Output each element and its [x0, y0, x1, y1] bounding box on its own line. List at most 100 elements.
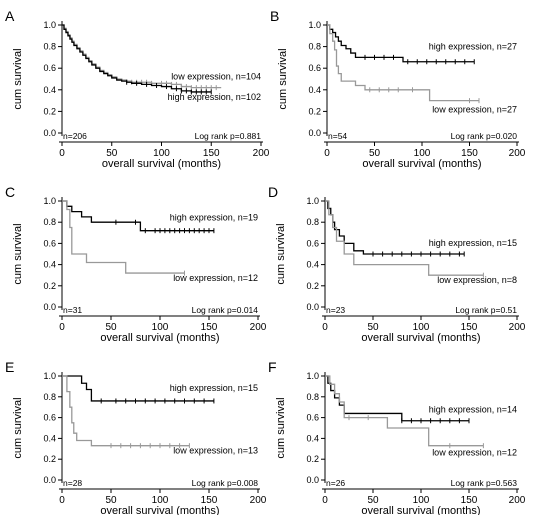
x-tick-label: 50	[106, 148, 118, 159]
survival-curve	[325, 200, 484, 276]
x-axis-title: overall survival (months)	[100, 505, 219, 515]
survival-curve	[325, 200, 465, 255]
series-label: high expression, n=15	[170, 383, 258, 393]
panel-label: B	[270, 8, 279, 24]
y-tick-label: 1.0	[43, 20, 56, 30]
panel-d: D 0.0 0.2 0.4 0.6 0.8 1.0 0 50 100 150 200 overall s…	[268, 184, 526, 344]
y-tick-label: 0.0	[43, 128, 56, 138]
y-tick-label: 0.6	[43, 413, 56, 423]
logrank-label: Log rank p=0.014	[192, 305, 259, 315]
x-tick-label: 100	[153, 148, 170, 159]
y-tick-label: 0.0	[43, 475, 56, 485]
panel-label: F	[268, 359, 277, 375]
y-tick-label: 0.0	[43, 302, 56, 312]
series-label: low expression, n=104	[171, 72, 261, 82]
series-label: high expression, n=102	[168, 92, 261, 102]
panel-f: F 0.0 0.2 0.4 0.6 0.8 1.0 0 50 100 150 200 overall s…	[268, 359, 526, 515]
x-tick-label: 50	[367, 495, 379, 506]
y-axis-title: cum survival	[12, 223, 24, 284]
x-axis-title: overall survival (months)	[362, 158, 481, 170]
survival-curve	[327, 24, 479, 102]
x-tick-label: 150	[203, 148, 220, 159]
panel-a: A 0.0 0.2 0.4 0.6 0.8 1.0 0 50 100 150 200 overall s…	[5, 8, 270, 170]
y-axis-title: cum survival	[275, 397, 287, 458]
logrank-label: Log rank p=0.008	[192, 478, 259, 488]
y-axis-title: cum survival	[277, 48, 289, 109]
series-label: low expression, n=12	[432, 448, 517, 458]
series-label: high expression, n=27	[429, 42, 517, 52]
series-label: low expression, n=13	[173, 446, 258, 456]
y-tick-label: 0.4	[43, 433, 56, 443]
x-tick-label: 200	[509, 495, 526, 506]
x-tick-label: 100	[413, 322, 430, 333]
y-tick-label: 0.8	[43, 42, 56, 52]
y-axis-title: cum survival	[12, 48, 24, 109]
y-tick-label: 0.8	[43, 217, 56, 227]
logrank-label: Log rank p=0.51	[455, 305, 517, 315]
panel-label: E	[5, 359, 14, 375]
y-tick-label: 0.0	[306, 475, 319, 485]
x-tick-label: 0	[59, 322, 65, 333]
x-tick-label: 200	[509, 322, 526, 333]
sample-size-label: n=28	[63, 478, 82, 488]
series-label: low expression, n=12	[173, 273, 258, 283]
sample-size-label: n=26	[326, 478, 345, 488]
x-axis-title: overall survival (months)	[361, 332, 480, 344]
y-tick-label: 1.0	[43, 196, 56, 206]
y-axis-title: cum survival	[275, 223, 287, 284]
panel-e: E 0.0 0.2 0.4 0.6 0.8 1.0 0 50 100 150 200 overall s…	[5, 359, 267, 515]
panel-c: C 0.0 0.2 0.4 0.6 0.8 1.0 0 50 100 150 200 overall s…	[5, 184, 267, 344]
logrank-label: Log rank p=0.881	[195, 131, 262, 141]
x-axis-title: overall survival (months)	[100, 332, 219, 344]
y-tick-label: 0.0	[306, 302, 319, 312]
survival-curve	[62, 24, 212, 93]
y-tick-label: 0.0	[308, 128, 321, 138]
x-tick-label: 50	[105, 495, 117, 506]
sample-size-label: n=31	[63, 305, 82, 315]
logrank-label: Log rank p=0.563	[451, 478, 518, 488]
x-tick-label: 150	[201, 322, 218, 333]
x-tick-label: 200	[509, 148, 526, 159]
y-tick-label: 0.8	[308, 42, 321, 52]
x-tick-label: 200	[250, 322, 267, 333]
y-tick-label: 0.6	[43, 238, 56, 248]
x-tick-label: 100	[414, 148, 431, 159]
panel-label: A	[5, 8, 15, 24]
x-tick-label: 150	[461, 495, 478, 506]
y-tick-label: 0.4	[308, 85, 321, 95]
y-tick-label: 1.0	[306, 371, 319, 381]
y-axis-title: cum survival	[12, 397, 24, 458]
x-tick-label: 150	[461, 322, 478, 333]
x-tick-label: 0	[324, 148, 330, 159]
survival-curve	[62, 375, 190, 447]
x-tick-label: 50	[367, 322, 379, 333]
y-tick-label: 0.8	[306, 217, 319, 227]
y-tick-label: 0.6	[43, 63, 56, 73]
y-tick-label: 0.2	[43, 454, 56, 464]
y-tick-label: 0.2	[306, 281, 319, 291]
sample-size-label: n=54	[328, 131, 347, 141]
series-label: high expression, n=19	[170, 213, 258, 223]
logrank-label: Log rank p=0.020	[451, 131, 518, 141]
x-tick-label: 0	[59, 495, 65, 506]
series-label: high expression, n=14	[429, 405, 517, 415]
y-tick-label: 0.2	[43, 106, 56, 116]
x-axis-title: overall survival (months)	[361, 505, 480, 515]
y-tick-label: 0.4	[43, 260, 56, 270]
y-tick-label: 0.4	[43, 85, 56, 95]
x-tick-label: 100	[413, 495, 430, 506]
panel-label: C	[5, 184, 15, 200]
panel-b: B 0.0 0.2 0.4 0.6 0.8 1.0 0 50 100 150 200 overall s…	[270, 8, 526, 170]
x-tick-label: 150	[201, 495, 218, 506]
y-tick-label: 0.2	[306, 454, 319, 464]
sample-size-label: n=206	[63, 131, 87, 141]
x-tick-label: 100	[152, 495, 169, 506]
x-tick-label: 50	[105, 322, 117, 333]
x-tick-label: 200	[250, 495, 267, 506]
x-tick-label: 200	[253, 148, 270, 159]
x-tick-label: 50	[369, 148, 381, 159]
survival-curve	[62, 375, 214, 402]
x-tick-label: 0	[322, 322, 328, 333]
y-tick-label: 0.6	[306, 413, 319, 423]
